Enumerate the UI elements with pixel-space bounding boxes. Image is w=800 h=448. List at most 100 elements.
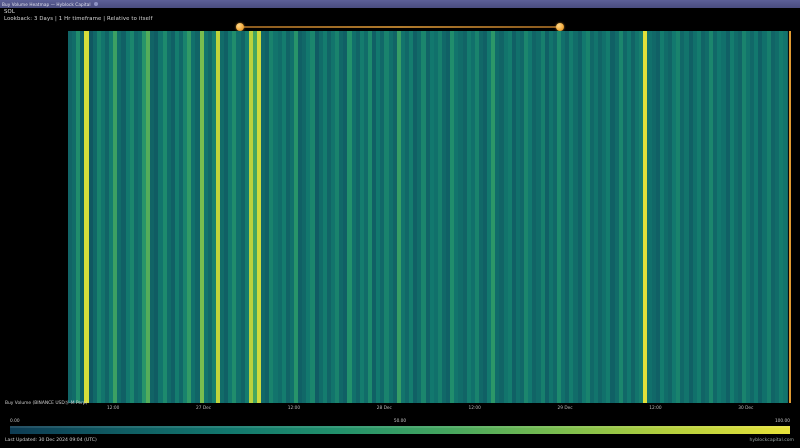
heatmap-column xyxy=(421,31,426,403)
x-axis-tick: 12:00 xyxy=(287,406,301,411)
heatmap-column xyxy=(310,31,315,403)
heatmap-column xyxy=(380,31,385,403)
heatmap-column xyxy=(125,31,130,403)
heatmap-column xyxy=(228,31,233,403)
heatmap-column xyxy=(746,31,751,403)
heatmap-column xyxy=(589,31,594,403)
heatmap-column xyxy=(372,31,377,403)
heatmap-column xyxy=(224,31,229,403)
heatmap-column xyxy=(154,31,159,403)
colorbar: 0.00 50.00 100.00 xyxy=(10,419,790,435)
heatmap-column xyxy=(388,31,393,403)
x-axis-tick: 12:00 xyxy=(106,406,120,411)
heatmap-column xyxy=(626,31,631,403)
slider-track[interactable] xyxy=(240,26,560,28)
heatmap-column xyxy=(536,31,541,403)
heatmap-column xyxy=(322,31,327,403)
heatmap-column xyxy=(162,31,167,403)
x-axis: 12:00 27 Dec 12:00 28 Dec 12:00 29 Dec 12:00 30… xyxy=(68,404,791,414)
heatmap-column xyxy=(347,31,352,403)
heatmap-column xyxy=(437,31,442,403)
time-range-slider[interactable] xyxy=(236,22,564,32)
window-status-dot-icon xyxy=(93,2,98,6)
heatmap-column xyxy=(302,31,307,403)
heatmap-column xyxy=(524,31,529,403)
heatmap-column xyxy=(195,31,200,403)
heatmap-column xyxy=(252,31,258,403)
heatmap-column xyxy=(257,31,262,403)
heatmap-column xyxy=(520,31,525,403)
heatmap-column xyxy=(117,31,122,403)
heatmap-column xyxy=(178,31,184,403)
heatmap-column xyxy=(80,31,85,403)
heatmap-column xyxy=(409,31,414,403)
window-title-bar[interactable]: Buy Volume Heatmap — Hyblock Capital xyxy=(0,0,800,8)
heatmap-column xyxy=(141,31,147,403)
heatmap-column xyxy=(454,31,459,403)
heatmap-column xyxy=(643,31,648,403)
heatmap-column xyxy=(158,31,163,403)
heatmap-column xyxy=(540,31,545,403)
heatmap-column xyxy=(458,31,463,403)
heatmap-column xyxy=(183,31,188,403)
x-axis-tick: 12:00 xyxy=(649,406,662,411)
heatmap-column xyxy=(483,31,488,403)
heatmap-column xyxy=(622,31,627,403)
heatmap-column xyxy=(441,31,447,403)
heatmap-column xyxy=(770,31,775,403)
heatmap-column xyxy=(515,31,521,403)
heatmap-plot[interactable] xyxy=(68,31,791,403)
heatmap-column xyxy=(450,31,455,403)
slider-handle-left[interactable] xyxy=(236,23,244,31)
heatmap-column xyxy=(618,31,623,403)
heatmap-column xyxy=(363,31,368,403)
heatmap-column xyxy=(384,31,389,403)
heatmap-column xyxy=(602,31,607,403)
heatmap-column xyxy=(236,31,241,403)
heatmap-column xyxy=(721,31,726,403)
heatmap-column xyxy=(150,31,155,403)
heatmap-column xyxy=(672,31,677,403)
heatmap-column xyxy=(573,31,578,403)
heatmap-column xyxy=(647,31,652,403)
heatmap-column xyxy=(774,31,779,403)
heatmap-column xyxy=(396,31,401,403)
heatmap-column xyxy=(392,31,397,403)
heatmap-column xyxy=(754,31,759,403)
heatmap-column xyxy=(298,31,303,403)
heatmap-column xyxy=(273,31,278,403)
heatmap-column xyxy=(203,31,208,403)
x-axis-tick: 12:00 xyxy=(468,406,481,411)
heatmap-column xyxy=(639,31,644,403)
heatmap-column xyxy=(557,31,562,403)
watermark-text: hyblockcapital.com xyxy=(749,438,794,443)
heatmap-column xyxy=(187,31,192,403)
heatmap-column xyxy=(606,31,611,403)
heatmap-column xyxy=(113,31,118,403)
heatmap-column xyxy=(676,31,681,403)
last-updated-text: Last Updated: 30 Dec 2024 09:04 (UTC) xyxy=(5,438,97,443)
heatmap-column xyxy=(281,31,286,403)
heatmap-column xyxy=(635,31,640,403)
heatmap-column xyxy=(528,31,533,403)
heatmap-column xyxy=(199,31,204,403)
heatmap-column xyxy=(429,31,434,403)
heatmap-column xyxy=(211,31,216,403)
heatmap-column xyxy=(294,31,299,403)
heatmap-column xyxy=(359,31,364,403)
slider-handle-right[interactable] xyxy=(556,23,564,31)
heatmap-column xyxy=(778,31,784,403)
heatmap-column xyxy=(667,31,673,403)
heatmap-column xyxy=(729,31,734,403)
heatmap-column xyxy=(532,31,537,403)
heatmap-column xyxy=(351,31,356,403)
heatmap-column xyxy=(220,31,225,403)
x-axis-tick: 28 Dec xyxy=(376,406,392,411)
heatmap-column xyxy=(88,31,93,403)
heatmap-column xyxy=(655,31,660,403)
heatmap-column xyxy=(100,31,105,403)
heatmap-column xyxy=(651,31,656,403)
page-title: SOL xyxy=(4,9,16,15)
heatmap-column xyxy=(326,31,331,403)
heatmap-column xyxy=(367,31,373,403)
